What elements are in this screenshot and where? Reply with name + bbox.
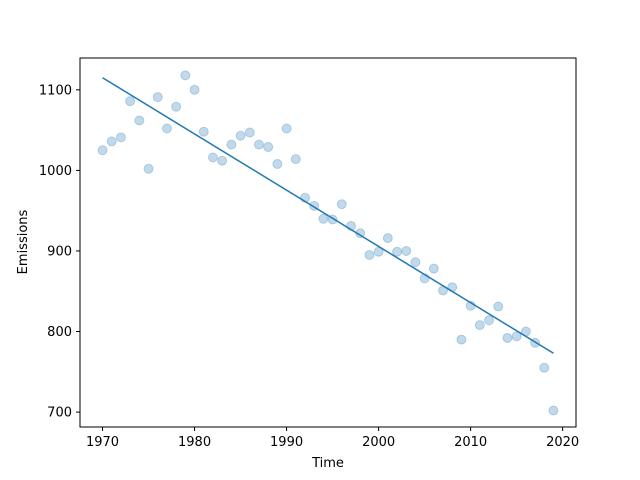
data-point — [125, 96, 136, 107]
data-point — [511, 331, 522, 342]
data-point — [281, 123, 292, 134]
scatter-points — [97, 70, 559, 416]
data-point — [493, 301, 504, 312]
axes — [79, 57, 577, 428]
data-point — [502, 332, 513, 343]
data-point — [207, 152, 218, 163]
data-point — [318, 213, 329, 224]
data-point — [474, 320, 485, 331]
trend-line — [102, 77, 554, 354]
x-tick-label: 1980 — [178, 435, 211, 450]
data-point — [180, 70, 191, 81]
data-point — [152, 92, 163, 103]
data-point — [235, 130, 246, 141]
data-point — [401, 245, 412, 256]
y-axis-label: Emissions — [16, 209, 31, 274]
data-point — [263, 142, 274, 153]
data-point — [198, 126, 209, 137]
data-point — [217, 155, 228, 166]
data-point — [244, 127, 255, 138]
x-ticks: 1970 1980 1990 2000 2010 2020 — [86, 427, 579, 450]
data-point — [189, 84, 200, 95]
data-point — [272, 158, 283, 169]
x-tick-label: 2010 — [454, 435, 487, 450]
x-tick-label: 1990 — [270, 435, 303, 450]
x-tick-label: 1970 — [86, 435, 119, 450]
trend-line-layer — [102, 77, 554, 354]
y-tick-label: 1100 — [39, 83, 72, 98]
data-point — [226, 139, 237, 150]
data-point — [548, 405, 559, 416]
data-point — [253, 139, 264, 150]
data-point — [364, 249, 375, 260]
y-tick-label: 700 — [47, 406, 72, 421]
data-point — [410, 257, 421, 268]
data-point — [336, 199, 347, 210]
data-point — [143, 163, 154, 174]
data-point — [456, 334, 467, 345]
data-point — [484, 315, 495, 326]
y-tick-label: 1000 — [39, 164, 72, 179]
plot-frame — [79, 57, 577, 428]
x-tick-label: 2000 — [362, 435, 395, 450]
data-point — [428, 263, 439, 274]
data-point — [539, 362, 550, 373]
data-point — [171, 101, 182, 112]
data-point — [106, 136, 117, 147]
y-tick-label: 900 — [47, 244, 72, 259]
data-point — [382, 233, 393, 244]
data-point — [97, 145, 108, 156]
data-point — [161, 123, 172, 134]
x-tick-label: 2020 — [546, 435, 579, 450]
data-point — [392, 246, 403, 257]
x-axis-label: Time — [311, 456, 344, 471]
data-point — [134, 115, 145, 126]
y-ticks: 700 800 900 1000 1100 — [39, 83, 80, 421]
data-point — [115, 132, 126, 143]
y-tick-label: 800 — [47, 325, 72, 340]
data-point — [290, 154, 301, 165]
